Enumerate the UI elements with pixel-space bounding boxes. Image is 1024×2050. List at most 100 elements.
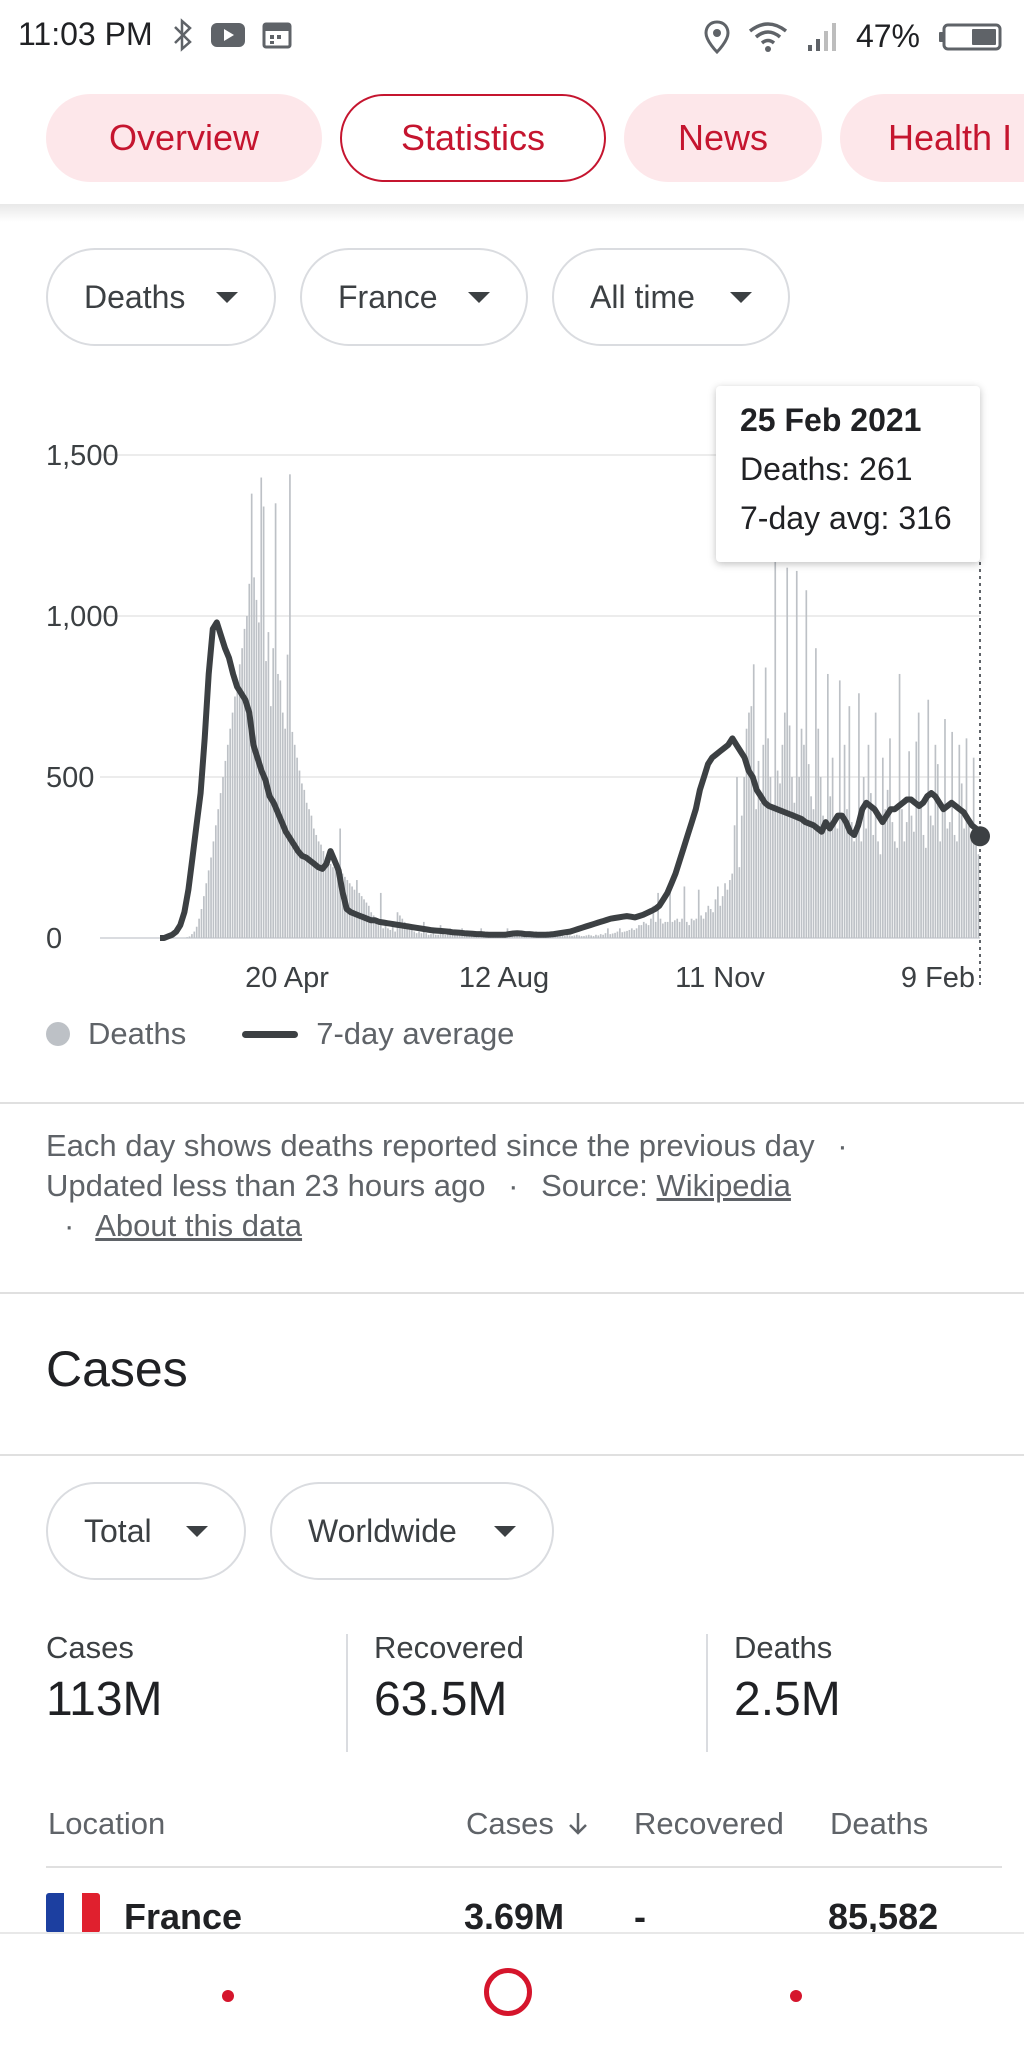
country-dropdown[interactable]: France (300, 248, 528, 346)
deaths-bar (860, 841, 863, 938)
deaths-bar (198, 918, 200, 938)
deaths-bar (265, 661, 267, 938)
column-header-recovered[interactable]: Recovered (634, 1806, 784, 1841)
deaths-bar (387, 928, 389, 938)
deaths-bar (191, 934, 193, 938)
deaths-bar (678, 921, 681, 938)
total-dropdown[interactable]: Total (46, 1482, 246, 1580)
deaths-bar (913, 831, 915, 938)
stat-separator (346, 1634, 348, 1752)
nav-recents-button[interactable] (790, 1990, 802, 2002)
data-notes: Each day shows deaths reported since the… (46, 1126, 986, 1246)
row-cases: 3.69M (464, 1896, 565, 1937)
deaths-bar (642, 921, 645, 938)
deaths-bar (406, 925, 408, 938)
deaths-bar (597, 935, 600, 938)
tab-overview[interactable]: Overview (46, 94, 322, 182)
deaths-bar (877, 841, 879, 938)
deaths-bar (941, 809, 944, 938)
deaths-bar (432, 931, 435, 938)
deaths-bar (822, 815, 824, 938)
deaths-bar (420, 933, 423, 938)
deaths-bar (850, 822, 853, 938)
deaths-bar (511, 936, 514, 938)
hover-point (970, 826, 990, 847)
deaths-bar (520, 935, 523, 938)
location-icon (704, 19, 730, 54)
deaths-bar (886, 789, 889, 938)
x-tick-label: 11 Nov (675, 962, 765, 994)
nav-back-button[interactable] (222, 1990, 234, 2002)
deaths-bar (231, 712, 234, 938)
deaths-bar (968, 825, 970, 938)
column-header-deaths[interactable]: Deaths (830, 1806, 929, 1841)
source-link[interactable]: Wikipedia (656, 1168, 791, 1203)
nav-home-button[interactable] (484, 1968, 532, 2016)
deaths-bar (592, 936, 595, 938)
deaths-bar (685, 921, 688, 938)
deaths-bar (826, 673, 829, 938)
deaths-bar (874, 712, 877, 938)
deaths-bar (234, 696, 236, 938)
deaths-bar (329, 863, 332, 938)
column-header-location[interactable]: Location (48, 1806, 166, 1841)
chevron-down-icon (186, 1526, 208, 1537)
tab-health[interactable]: Health I (840, 94, 1024, 182)
deaths-bar (243, 628, 246, 938)
deaths-bar (702, 918, 705, 938)
deaths-bar (803, 744, 805, 938)
deaths-bar (609, 934, 612, 938)
deaths-bar (279, 680, 282, 938)
wifi-icon (748, 21, 788, 52)
deaths-bar (305, 802, 308, 938)
deaths-bar (752, 664, 755, 938)
tab-bar: Overview Statistics News Health I (0, 92, 1024, 188)
chevron-down-icon (468, 292, 490, 303)
deaths-bar (203, 896, 205, 938)
deaths-bar (301, 783, 303, 938)
stat-deaths-value: 2.5M (734, 1673, 841, 1726)
deaths-bar (970, 834, 973, 938)
deaths-bar (274, 503, 277, 938)
deaths-bar (217, 809, 220, 938)
about-data-link[interactable]: About this data (95, 1208, 303, 1243)
deaths-bar (463, 934, 466, 938)
chevron-down-icon (216, 292, 238, 303)
deaths-bar (786, 567, 789, 938)
deaths-bar (578, 935, 581, 938)
region-dropdown[interactable]: Worldwide (270, 1482, 554, 1580)
tab-news[interactable]: News (624, 94, 822, 182)
notes-separator: · (64, 1208, 75, 1243)
deaths-bar (394, 931, 396, 938)
legend-average-marker (242, 1030, 299, 1038)
y-tick-label: 1,500 (46, 440, 119, 472)
deaths-bar (638, 925, 640, 938)
deaths-bar (719, 905, 722, 938)
deaths-bar (303, 789, 306, 938)
deaths-bar (824, 825, 827, 938)
tab-statistics[interactable]: Statistics (340, 94, 606, 182)
tabs-shadow (0, 204, 1024, 222)
deaths-bar (193, 931, 196, 938)
deaths-bar (236, 680, 239, 938)
stat-separator (706, 1634, 708, 1752)
deaths-bar (848, 706, 851, 938)
status-left-icons (172, 18, 292, 52)
deaths-bar (901, 809, 903, 938)
range-dropdown[interactable]: All time (552, 248, 790, 346)
deaths-bar (272, 648, 275, 938)
deaths-bar (255, 599, 258, 938)
deaths-bar (774, 558, 777, 938)
deaths-bar (458, 935, 461, 938)
deaths-bar (238, 664, 241, 938)
range-dropdown-label: All time (590, 278, 695, 315)
deaths-bar (750, 706, 753, 938)
column-header-cases[interactable]: Cases (466, 1806, 589, 1842)
chevron-down-icon (730, 292, 752, 303)
deaths-bar (564, 936, 566, 938)
deaths-bar (456, 934, 459, 938)
deaths-bar (219, 793, 222, 938)
deaths-bar (241, 648, 243, 938)
divider (0, 1102, 1024, 1104)
metric-dropdown[interactable]: Deaths (46, 248, 276, 346)
